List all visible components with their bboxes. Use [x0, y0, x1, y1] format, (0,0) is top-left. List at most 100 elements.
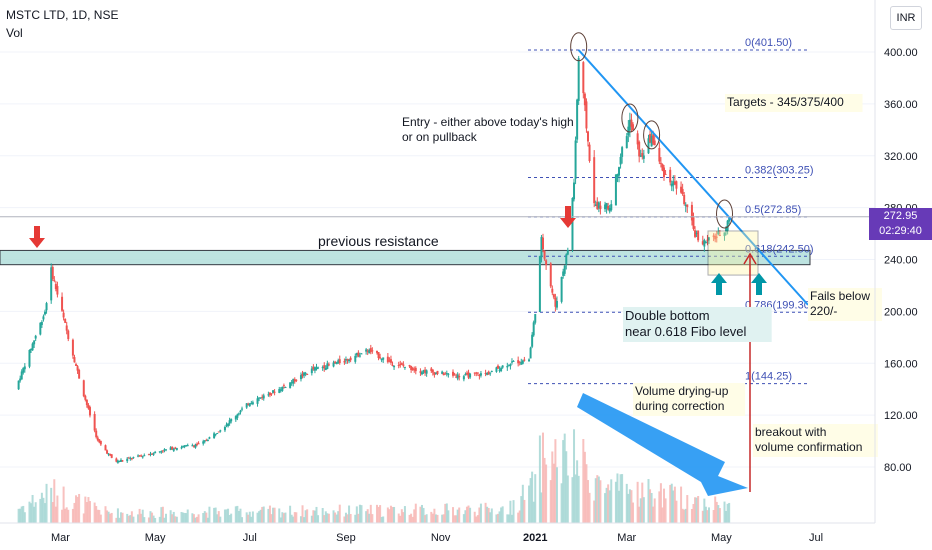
candle-body [422, 370, 425, 372]
volume-bar [583, 451, 586, 523]
candle-body [628, 119, 631, 131]
volume-bar [521, 484, 524, 523]
candle-body [458, 376, 461, 378]
volume-bar [420, 504, 423, 523]
volume-bar [28, 501, 31, 523]
candle-body [127, 457, 130, 459]
volume-bar [455, 515, 458, 523]
volume-bar [551, 451, 554, 523]
volume-bar [256, 512, 259, 523]
volume-bar [442, 514, 445, 523]
volume-bar [380, 516, 383, 523]
volume-bar [382, 516, 385, 523]
previous-resistance-label: previous resistance [318, 233, 439, 249]
candle-body [267, 394, 270, 396]
volume-bar [306, 509, 309, 523]
volume-bar [697, 496, 700, 523]
volume-indicator-label[interactable]: Vol [6, 26, 23, 40]
volume-bar [34, 502, 37, 523]
volume-bar [219, 516, 222, 523]
volume-bar [433, 508, 436, 523]
volume-bar [393, 506, 396, 523]
candle-body [321, 367, 324, 369]
volume-bar [217, 511, 220, 523]
candle-body [236, 414, 239, 418]
volume-bar [369, 504, 372, 523]
volume-bar [127, 515, 130, 523]
volume-bar [397, 513, 400, 523]
candle-body [619, 156, 622, 165]
candle-body [160, 451, 163, 453]
candle-body [174, 447, 177, 449]
candle-body [627, 126, 630, 136]
volume-bar [464, 510, 467, 523]
volume-bar [431, 513, 434, 523]
candle-body [430, 368, 433, 372]
volume-bar [312, 510, 315, 523]
volume-bar [323, 515, 326, 523]
volume-bar [574, 474, 577, 523]
candle-body [630, 119, 633, 127]
candle-body [386, 356, 389, 363]
candle-body [365, 349, 368, 352]
candle-body [469, 373, 472, 378]
price-tick-label: 400.00 [884, 47, 918, 59]
candle-body [379, 357, 382, 359]
volume-bar [75, 495, 78, 523]
candle-body [64, 318, 67, 323]
volume-bar [241, 517, 244, 523]
volume-bar [245, 512, 248, 523]
volume-bar [529, 478, 532, 523]
candle-body [45, 303, 48, 311]
candle-body [54, 284, 57, 290]
volume-bar [411, 516, 414, 523]
volume-bar [512, 500, 515, 523]
candle-body [369, 348, 372, 353]
candle-body [327, 364, 330, 366]
candle-body [315, 367, 318, 370]
candle-body [106, 450, 109, 454]
breakout-note-background [753, 424, 878, 457]
volume-bar [690, 508, 693, 523]
volume-bar [213, 507, 216, 523]
candle-body [171, 446, 174, 450]
candle-body [245, 403, 248, 408]
currency-button[interactable]: INR [890, 6, 922, 30]
candle-body [375, 350, 378, 353]
candle-body [562, 271, 565, 276]
candle-body [172, 448, 175, 451]
volume-bar [371, 514, 374, 523]
symbol-title[interactable]: MSTC LTD, 1D, NSE [6, 8, 119, 22]
candle-body [273, 391, 276, 393]
resistance-zone [0, 249, 811, 266]
down-arrow [29, 226, 45, 248]
candle-body [303, 372, 306, 376]
candle-body [565, 254, 568, 265]
volume-bar [216, 514, 219, 523]
volume-bar [501, 506, 504, 523]
double-bottom-note-background [623, 307, 772, 342]
volume-bar [619, 474, 622, 523]
countdown-timer: 02:29:40 [879, 225, 922, 237]
candle-body [239, 410, 242, 413]
volume-bar [500, 507, 503, 523]
volume-bar [712, 510, 715, 523]
fib-level-label: 0.618(242.50) [745, 243, 814, 255]
candle-body [282, 385, 285, 387]
volume-bar [64, 508, 67, 523]
trend-line [577, 49, 809, 306]
candle-body [346, 359, 349, 361]
volume-bar [82, 513, 85, 523]
price-tick-label: 240.00 [884, 255, 918, 267]
candle-body [541, 237, 544, 250]
candle-body [279, 389, 282, 391]
candle-body [206, 439, 209, 441]
volume-bar [343, 516, 346, 523]
candle-body [534, 314, 537, 323]
candle-body [399, 364, 402, 366]
volume-bar [375, 504, 378, 523]
volume-bar [663, 488, 666, 523]
volume-bar [597, 476, 600, 523]
candle-body [87, 405, 90, 409]
